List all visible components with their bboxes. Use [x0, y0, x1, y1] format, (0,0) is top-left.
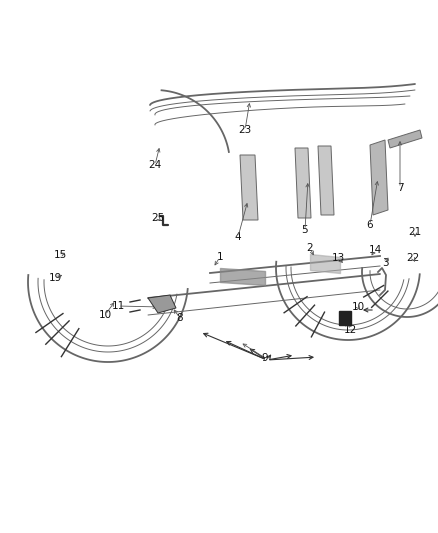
Text: 2: 2 — [307, 243, 313, 253]
Text: 7: 7 — [397, 183, 403, 193]
Text: 1: 1 — [217, 252, 223, 262]
Polygon shape — [148, 295, 176, 313]
Text: 10: 10 — [99, 310, 112, 320]
Text: 12: 12 — [343, 325, 357, 335]
Text: 10: 10 — [351, 302, 364, 312]
Text: 8: 8 — [177, 313, 184, 323]
Text: 22: 22 — [406, 253, 420, 263]
Text: 15: 15 — [53, 250, 67, 260]
Polygon shape — [318, 146, 334, 215]
Polygon shape — [388, 130, 422, 148]
Text: 3: 3 — [381, 258, 389, 268]
Text: 24: 24 — [148, 160, 162, 170]
Text: 14: 14 — [368, 245, 381, 255]
Text: 13: 13 — [332, 253, 345, 263]
Polygon shape — [240, 155, 258, 220]
Text: 9: 9 — [261, 353, 268, 363]
Text: 5: 5 — [302, 225, 308, 235]
Text: 25: 25 — [152, 213, 165, 223]
Text: 21: 21 — [408, 227, 422, 237]
Polygon shape — [295, 148, 311, 218]
Text: 4: 4 — [235, 232, 241, 242]
Polygon shape — [370, 140, 388, 215]
Text: 11: 11 — [111, 301, 125, 311]
Text: 19: 19 — [48, 273, 62, 283]
Text: 23: 23 — [238, 125, 251, 135]
Text: 6: 6 — [367, 220, 373, 230]
Bar — [339, 311, 351, 325]
